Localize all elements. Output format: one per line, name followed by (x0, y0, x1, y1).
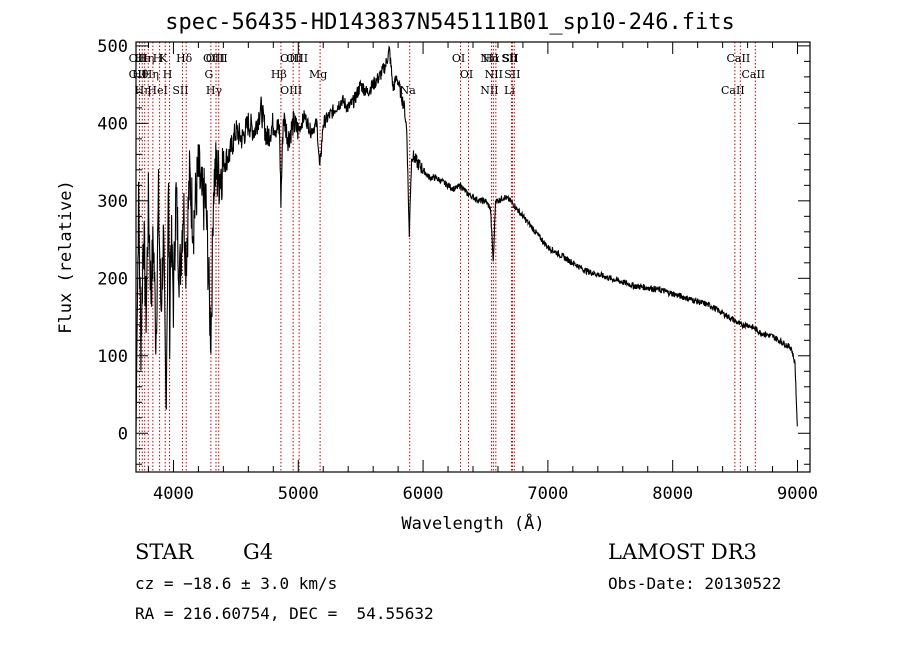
line-id-label: SII (504, 68, 520, 81)
line-id-label: Hα (483, 52, 501, 65)
plot-frame (135, 41, 811, 473)
line-id-label: Hη (143, 68, 159, 81)
x-tick-label: 7000 (527, 484, 568, 504)
line-id-label: OIII (280, 52, 302, 65)
line-id-label: OIII (280, 84, 302, 97)
line-id-label: Hη (138, 52, 154, 65)
x-tick-label: 4000 (153, 484, 194, 504)
line-id-label: OI (460, 68, 473, 81)
y-tick-label: 100 (97, 347, 128, 367)
x-tick-label: 8000 (652, 484, 693, 504)
object-subclass: G4 (243, 540, 274, 564)
x-tick-label: 6000 (403, 484, 444, 504)
line-id-label: OIII (286, 52, 308, 65)
ra-dec-readout: RA = 216.60754, DEC = 54.55632 (135, 604, 434, 623)
y-axis-label: Flux (relative) (56, 180, 76, 334)
line-id-label: H (163, 68, 173, 81)
line-id-label: SII (172, 84, 188, 97)
line-id-label: SII (502, 52, 518, 65)
line-id-label: OI (452, 52, 465, 65)
line-id-label: Hβ (271, 68, 287, 81)
obs-date: Obs-Date: 20130522 (608, 574, 782, 593)
spectrum-line (135, 45, 798, 434)
chart-title: spec-56435-HD143837N545111B01_sp10-246.f… (165, 10, 735, 35)
survey-name: LAMOST DR3 (608, 540, 757, 564)
x-tick-label: 5000 (278, 484, 319, 504)
line-id-label: Mg (309, 68, 327, 81)
x-tick-label: 9000 (777, 484, 818, 504)
y-tick-label: 0 (118, 424, 128, 444)
line-id-label: NII (480, 52, 498, 65)
line-id-label: HeI (147, 84, 167, 97)
line-id-label: CaII (721, 84, 745, 97)
line-id-label: OIII (206, 52, 228, 65)
line-id-label: Hγ (206, 84, 223, 97)
line-id-label: Hδ (176, 52, 193, 65)
y-tick-label: 200 (97, 269, 128, 289)
y-tick-label: 300 (97, 192, 128, 212)
line-id-label: K (159, 52, 168, 65)
line-id-label: NII (480, 84, 498, 97)
line-id-label: Hη (135, 84, 151, 97)
redshift-readout: cz = −18.6 ± 3.0 km/s (135, 574, 338, 593)
y-tick-label: 400 (97, 114, 128, 134)
object-class: STAR (135, 540, 194, 564)
line-id-label: Li (504, 84, 515, 97)
line-id-label: Na (400, 84, 417, 97)
line-id-label: CaII (727, 52, 751, 65)
line-id-label: H (153, 52, 163, 65)
line-id-label: G (204, 68, 213, 81)
line-id-label: SII (501, 52, 517, 65)
line-id-label: OIII (203, 52, 225, 65)
y-tick-label: 500 (97, 37, 128, 57)
line-id-label: CaII (741, 68, 765, 81)
x-axis-label: Wavelength (Å) (401, 512, 544, 534)
line-id-label: NII (485, 68, 503, 81)
